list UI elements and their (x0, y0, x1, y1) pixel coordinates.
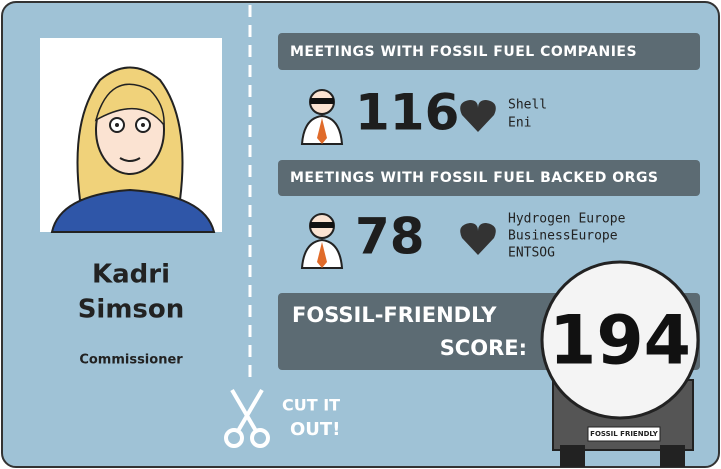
name-line: Simson (78, 295, 185, 325)
organisation: Shell (508, 98, 547, 113)
section-title: MEETINGS WITH FOSSIL FUEL COMPANIES (290, 44, 637, 60)
organisation: ENTSOG (508, 246, 555, 261)
organisation: Hydrogen Europe (508, 212, 626, 227)
card: Kadri Simson Commissioner CUT IT OUT! ME… (0, 0, 721, 469)
score-label: SCORE: (440, 336, 527, 360)
name-line: Kadri (92, 260, 170, 290)
cut-out-text: CUT IT (282, 396, 340, 415)
organisation: BusinessEurope (508, 229, 618, 244)
cut-out-text: OUT! (290, 419, 340, 440)
meeting-count: 78 (355, 208, 425, 266)
score-label: FOSSIL-FRIENDLY (292, 303, 497, 327)
role: Commissioner (79, 353, 183, 368)
section-title: MEETINGS WITH FOSSIL FUEL BACKED ORGS (290, 170, 659, 186)
meeting-count: 116 (355, 84, 459, 142)
score-value: 194 (549, 302, 691, 381)
organisation: Eni (508, 116, 531, 131)
truck-label: FOSSIL FRIENDLY (590, 430, 659, 438)
